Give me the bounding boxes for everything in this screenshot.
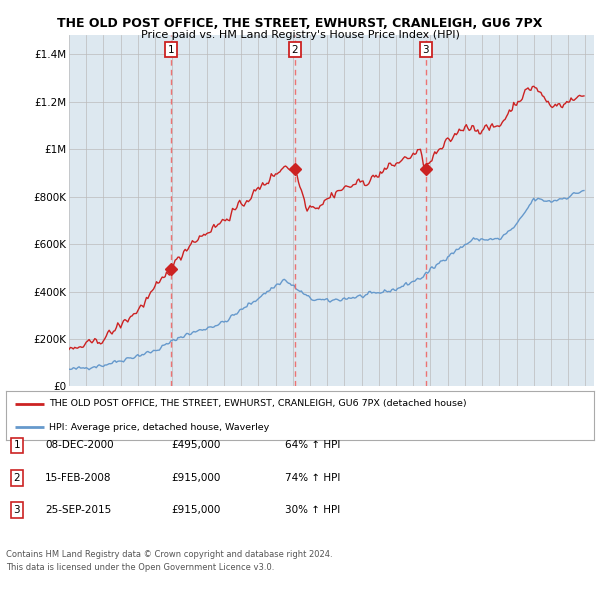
Text: Contains HM Land Registry data © Crown copyright and database right 2024.: Contains HM Land Registry data © Crown c… [6, 550, 332, 559]
Text: 3: 3 [422, 45, 429, 55]
Text: This data is licensed under the Open Government Licence v3.0.: This data is licensed under the Open Gov… [6, 563, 274, 572]
Text: 3: 3 [13, 506, 20, 515]
Text: Price paid vs. HM Land Registry's House Price Index (HPI): Price paid vs. HM Land Registry's House … [140, 30, 460, 40]
Text: THE OLD POST OFFICE, THE STREET, EWHURST, CRANLEIGH, GU6 7PX: THE OLD POST OFFICE, THE STREET, EWHURST… [58, 17, 542, 30]
Text: 74% ↑ HPI: 74% ↑ HPI [285, 473, 340, 483]
Text: 2: 2 [292, 45, 298, 55]
Text: 64% ↑ HPI: 64% ↑ HPI [285, 441, 340, 450]
Text: THE OLD POST OFFICE, THE STREET, EWHURST, CRANLEIGH, GU6 7PX (detached house): THE OLD POST OFFICE, THE STREET, EWHURST… [49, 399, 467, 408]
Text: 1: 1 [167, 45, 174, 55]
Text: £915,000: £915,000 [171, 473, 220, 483]
Text: 08-DEC-2000: 08-DEC-2000 [45, 441, 113, 450]
Text: HPI: Average price, detached house, Waverley: HPI: Average price, detached house, Wave… [49, 423, 269, 432]
Text: 25-SEP-2015: 25-SEP-2015 [45, 506, 111, 515]
Text: 15-FEB-2008: 15-FEB-2008 [45, 473, 112, 483]
Text: 2: 2 [13, 473, 20, 483]
Text: £915,000: £915,000 [171, 506, 220, 515]
Text: 1: 1 [13, 441, 20, 450]
Text: 30% ↑ HPI: 30% ↑ HPI [285, 506, 340, 515]
Text: £495,000: £495,000 [171, 441, 220, 450]
